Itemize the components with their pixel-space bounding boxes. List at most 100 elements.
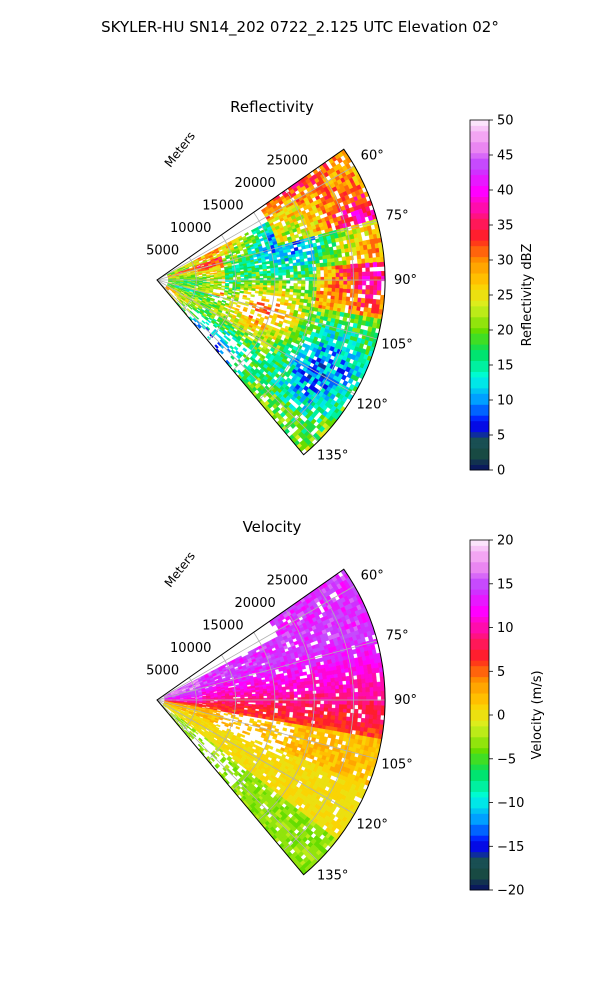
colorbar-segment xyxy=(470,180,489,187)
theta-tick-label: 135° xyxy=(317,869,348,884)
colorbar-segment xyxy=(470,698,489,705)
reflectivity-data-field xyxy=(164,149,386,452)
colorbar-segment xyxy=(470,873,489,880)
colorbar-tick-label: 20 xyxy=(497,324,514,339)
azimuth-spoke xyxy=(156,279,378,340)
colorbar-segment xyxy=(470,305,489,312)
colorbar-segment xyxy=(470,289,489,296)
colorbar-tick-label: 50 xyxy=(497,114,514,129)
azimuth-spoke xyxy=(156,699,319,862)
radial-tick-label: 15000 xyxy=(202,198,243,213)
figure-suptitle: SKYLER-HU SN14_202 0722_2.125 UTC Elevat… xyxy=(101,18,499,37)
colorbar-segment xyxy=(470,758,489,765)
colorbar-segment xyxy=(470,196,489,203)
colorbar-segment xyxy=(470,676,489,683)
colorbar-tick-label: 45 xyxy=(497,149,514,164)
colorbar-segment xyxy=(470,442,489,449)
colorbar-segment xyxy=(470,120,489,126)
colorbar-tick-label: 40 xyxy=(497,184,514,199)
colorbar-tick-label: 30 xyxy=(497,254,514,269)
velocity-panel: Velocity 60° 75° 90° 105° 120° 135° 5000 10000 1… xyxy=(146,518,545,899)
colorbar-segment xyxy=(470,169,489,176)
colorbar-segment xyxy=(470,687,489,694)
range-ring xyxy=(283,587,354,851)
azimuth-spoke xyxy=(156,220,378,281)
colorbar-segment xyxy=(470,742,489,749)
colorbar-segment xyxy=(470,775,489,782)
azimuth-spoke xyxy=(156,699,355,815)
colorbar-segment xyxy=(470,366,489,372)
colorbar-segment xyxy=(470,764,489,771)
colorbar-segment xyxy=(470,632,489,639)
colorbar-segment xyxy=(470,409,489,416)
azimuth-spoke xyxy=(156,699,378,760)
reflectivity-colorbar-label: Reflectivity dBZ xyxy=(520,244,535,347)
range-ring xyxy=(283,167,354,431)
colorbar-segment xyxy=(470,202,489,208)
theta-tick-label: 90° xyxy=(394,273,417,288)
sector-outline xyxy=(156,148,386,456)
colorbar-segment xyxy=(470,583,489,590)
colorbar-segment xyxy=(470,251,489,258)
velocity-sector-plot: 60° 75° 90° 105° 120° 135° 5000 10000 15000 20000… xyxy=(146,568,417,884)
range-ring xyxy=(207,234,236,341)
colorbar-segment xyxy=(470,136,489,143)
colorbar-segment xyxy=(470,725,489,732)
colorbar-segment xyxy=(470,715,489,721)
velocity-colorbar-label: Velocity (m/s) xyxy=(530,670,545,759)
colorbar-segment xyxy=(470,616,489,623)
colorbar-segment xyxy=(470,382,489,389)
colorbar-segment xyxy=(470,404,489,411)
azimuth-spoke xyxy=(156,279,319,442)
reflectivity-panel: Reflectivity 60° 75° 90° 105° 120° 135° 5000 10… xyxy=(146,98,535,479)
colorbar-segment xyxy=(470,862,489,869)
colorbar-segment xyxy=(470,545,489,552)
azimuth-spoke xyxy=(156,165,355,281)
colorbar-segment xyxy=(470,185,489,192)
colorbar-segment xyxy=(470,769,489,776)
colorbar-segment xyxy=(470,174,489,181)
colorbar-tick-label: 0 xyxy=(497,709,505,724)
colorbar-segment xyxy=(470,284,489,290)
colorbar-segment xyxy=(470,338,489,345)
colorbar-segment xyxy=(470,731,489,738)
colorbar-segment xyxy=(470,818,489,825)
colorbar-segment xyxy=(470,747,489,754)
radial-tick-label: 20000 xyxy=(234,596,275,611)
colorbar-segment xyxy=(470,349,489,356)
radial-tick-label: 25000 xyxy=(267,153,308,168)
velocity-colorbar: −20 −15 −10 −5 0 5 10 15 20 xyxy=(469,534,524,899)
colorbar-tick-label: 0 xyxy=(497,464,505,479)
colorbar-segment xyxy=(470,453,489,460)
colorbar-segment xyxy=(470,218,489,225)
colorbar-segment xyxy=(470,682,489,689)
colorbar-segment xyxy=(470,578,489,585)
colorbar-segment xyxy=(470,387,489,394)
colorbar-tick-label: −10 xyxy=(497,796,524,811)
colorbar-segment xyxy=(470,207,489,214)
colorbar-segment xyxy=(470,654,489,661)
colorbar-segment xyxy=(470,561,489,568)
colorbar-segment xyxy=(470,736,489,743)
colorbar-segment xyxy=(470,141,489,148)
colorbar-segment xyxy=(470,130,489,137)
colorbar-segment xyxy=(470,556,489,563)
reflectivity-sector-plot: 60° 75° 90° 105° 120° 135° 5000 10000 15000 20000… xyxy=(146,148,417,464)
radial-tick-label: 20000 xyxy=(234,176,275,191)
colorbar-segment xyxy=(470,643,489,650)
colorbar-segment xyxy=(470,600,489,607)
colorbar-segment xyxy=(470,671,489,678)
colorbar-tick-label: 10 xyxy=(497,394,514,409)
colorbar-segment xyxy=(470,464,489,471)
colorbar-segment xyxy=(470,807,489,814)
azimuth-spoke xyxy=(156,279,355,395)
colorbar-segment xyxy=(470,448,489,454)
colorbar-segment xyxy=(470,846,489,853)
colorbar-segment xyxy=(470,163,489,170)
theta-tick-label: 90° xyxy=(394,693,417,708)
colorbar-tick-label: 25 xyxy=(497,289,514,304)
velocity-grid xyxy=(156,585,385,862)
colorbar-segment xyxy=(470,377,489,383)
colorbar-segment xyxy=(470,720,489,727)
colorbar-segment xyxy=(470,840,489,847)
